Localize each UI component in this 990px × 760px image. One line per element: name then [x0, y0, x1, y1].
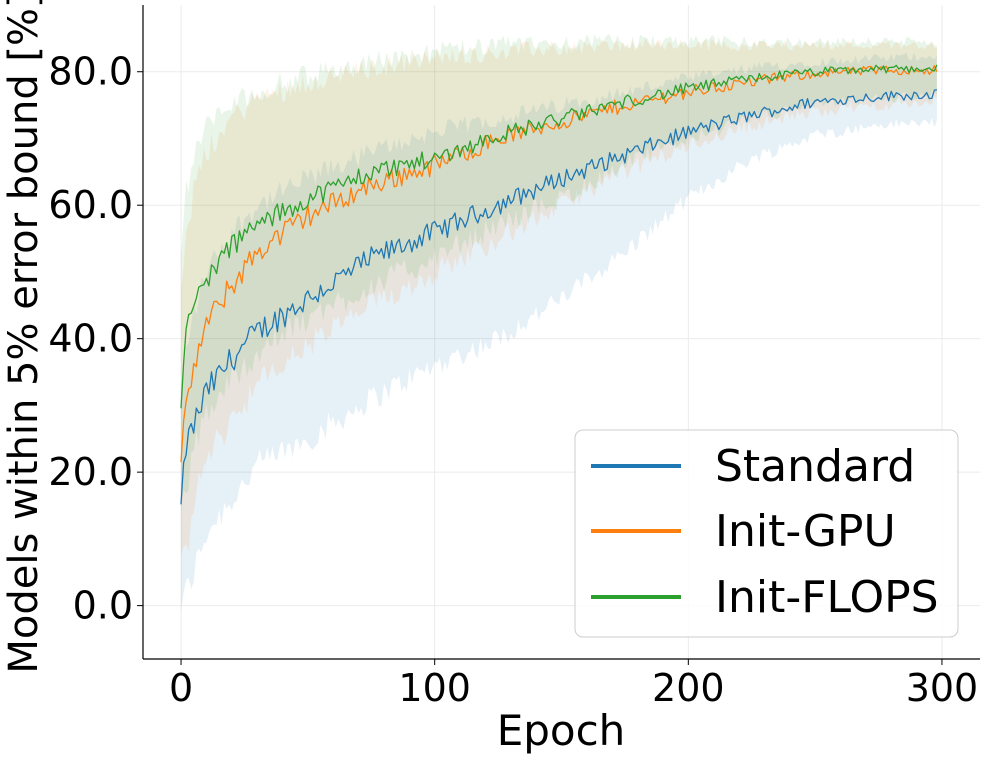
- legend-frame: [574, 429, 959, 638]
- axes: [142, 5, 980, 660]
- x-tick-label: 100: [398, 666, 471, 710]
- legend-label-init-flops: Init-FLOPS: [715, 572, 939, 623]
- line-standard: [180, 89, 938, 505]
- y-tick-label: 20.0: [48, 450, 133, 494]
- x-tick-label: 0: [169, 666, 193, 710]
- band-init-flops: [181, 34, 937, 511]
- band-standard: [181, 52, 937, 613]
- ticks: 0 100 200 300 0.0 20.0 40.0 60.0 80.0: [48, 50, 978, 710]
- series-lines: [180, 64, 938, 505]
- legend-label-init-gpu: Init-GPU: [715, 506, 896, 557]
- grid-layer: [143, 5, 980, 659]
- y-tick-label: 40.0: [48, 317, 133, 361]
- x-tick-label: 200: [652, 666, 725, 710]
- legend: Standard Init-GPU Init-FLOPS: [574, 429, 959, 638]
- confidence-bands: [181, 34, 937, 613]
- y-tick-label: 0.0: [73, 584, 133, 628]
- legend-label-standard: Standard: [715, 441, 915, 492]
- x-tick-label: 300: [906, 666, 979, 710]
- x-axis-label: Epoch: [497, 706, 626, 755]
- line-init-flops: [180, 64, 938, 409]
- line-init-gpu: [180, 65, 938, 463]
- y-tick-label: 80.0: [48, 50, 133, 94]
- band-init-gpu: [181, 37, 937, 556]
- y-axis-label: Models within 5% error bound [%]: [1, 0, 47, 674]
- y-tick-label: 60.0: [48, 183, 133, 227]
